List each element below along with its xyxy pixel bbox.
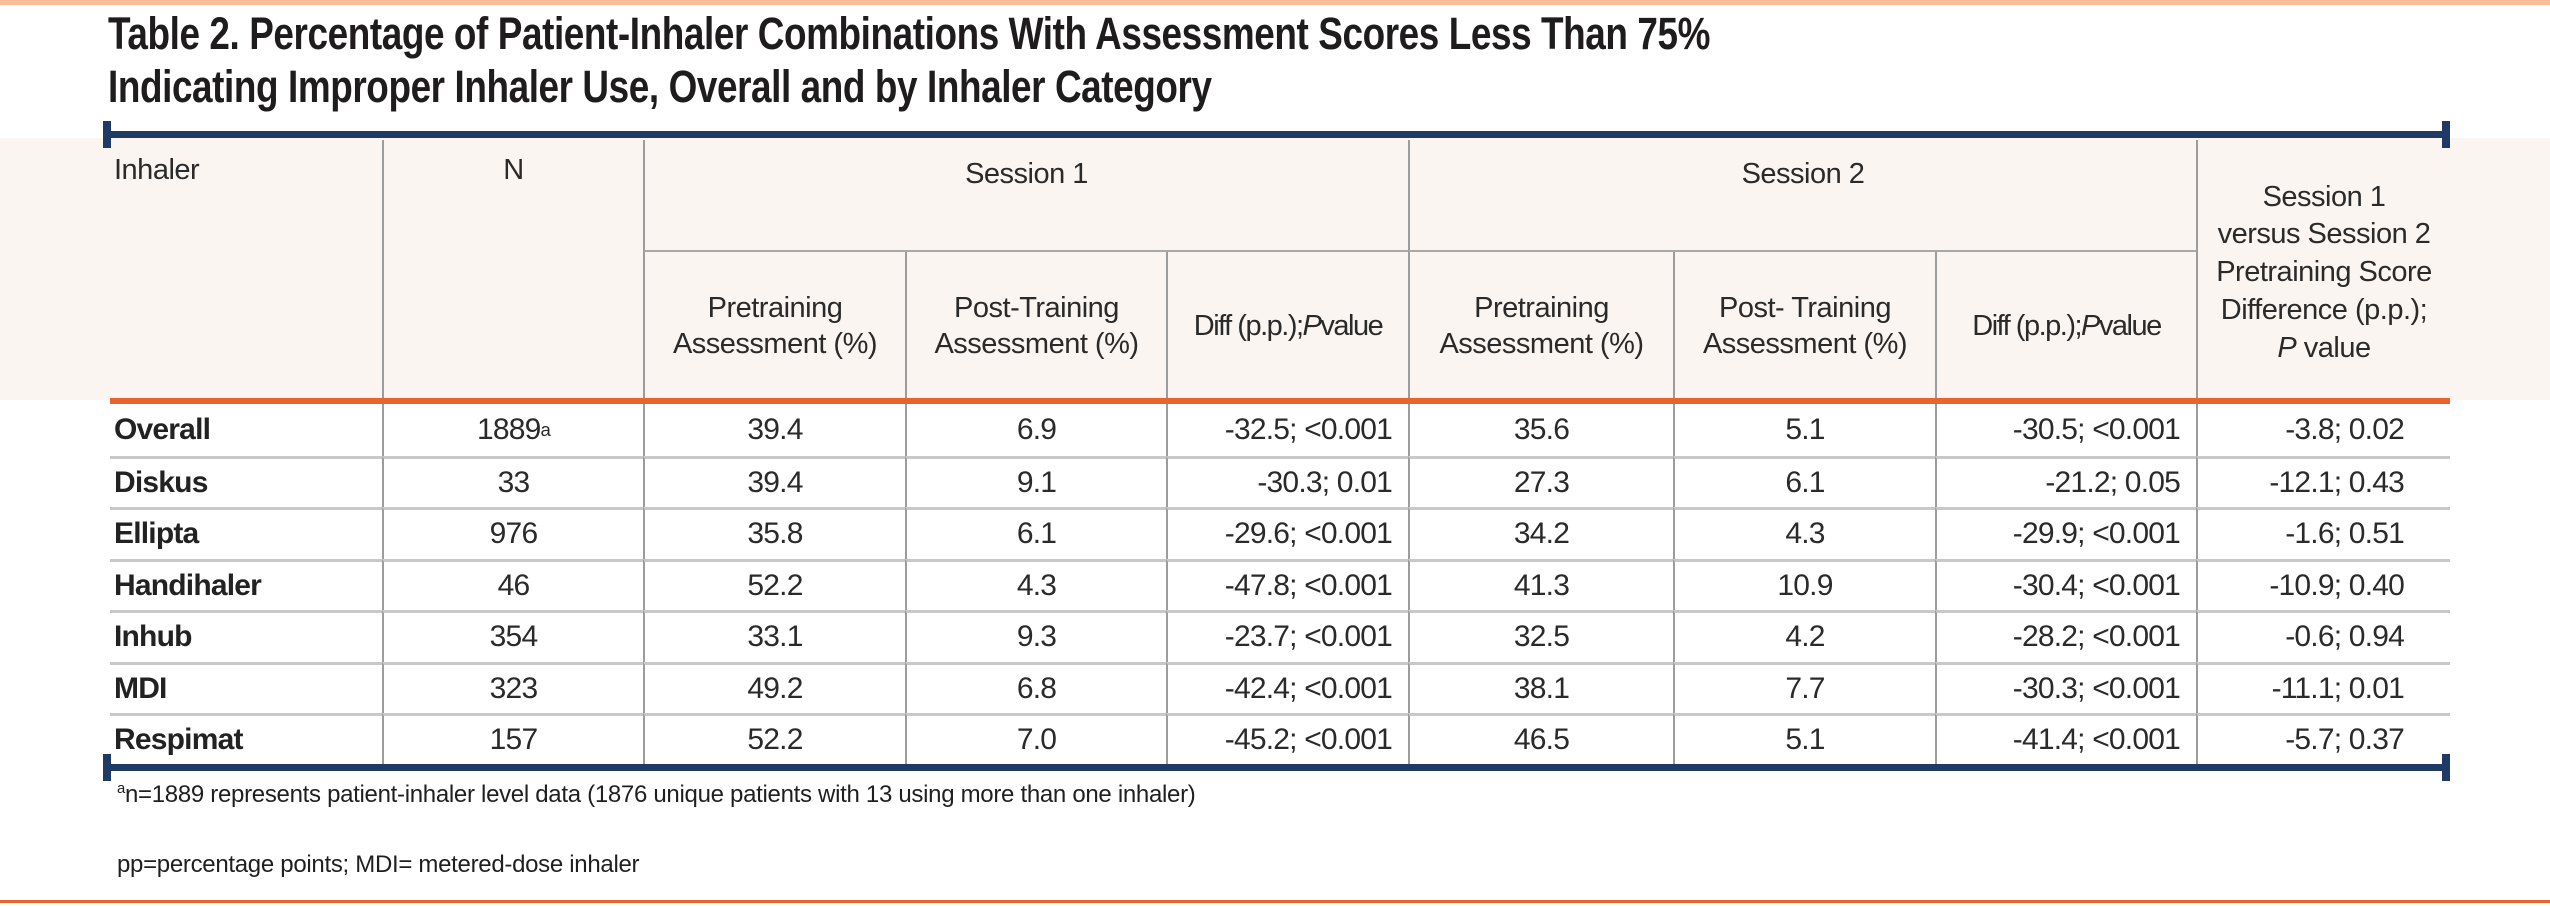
cell-s2-diff: -30.3; <0.001 [1935, 661, 2196, 713]
cell-n: 157 [382, 713, 643, 765]
cell-s1-pre: 52.2 [643, 713, 905, 765]
cell-n: 46 [382, 558, 643, 610]
cell-s2-pre: 27.3 [1408, 455, 1673, 507]
cell-s1-diff: -29.6; <0.001 [1166, 507, 1408, 559]
cell-s2-post: 7.7 [1673, 661, 1935, 713]
cell-s1-pre: 35.8 [643, 507, 905, 559]
col-header-s2-pretraining: Pretraining Assessment (%) [1408, 252, 1673, 400]
cell-s2-pre: 38.1 [1408, 661, 1673, 713]
cell-s1-post: 4.3 [905, 558, 1166, 610]
col-header-s2-diff: Diff (p.p.); P value [1935, 252, 2196, 400]
cell-s1-pre: 39.4 [643, 404, 905, 456]
row-label: Handihaler [110, 558, 382, 611]
row-label: Overall [114, 412, 211, 446]
cell-s1-vs-s2: -1.6; 0.51 [2196, 507, 2450, 559]
bottom-accent-rule [0, 900, 2550, 903]
cell-s2-post: 4.3 [1673, 507, 1935, 559]
col-header-n: N [382, 140, 643, 400]
row-label: Diskus [110, 455, 382, 508]
col-header-session1-vs-session2-lines: Session 1 versus Session 2 Pretraining S… [2216, 180, 2432, 326]
cell-s1-diff: -23.7; <0.001 [1166, 610, 1408, 662]
cell-s2-pre: 46.5 [1408, 713, 1673, 765]
cell-s2-diff: -30.4; <0.001 [1935, 558, 2196, 610]
table-title: Table 2. Percentage of Patient-Inhaler C… [108, 8, 1994, 113]
cell-s2-post: 5.1 [1673, 404, 1935, 456]
row-label: Respimat [110, 713, 382, 765]
top-accent-bar [0, 0, 2550, 5]
cell-s1-pre: 33.1 [643, 610, 905, 662]
group-header-session1: Session 1 [643, 140, 1408, 252]
cell-s2-diff: -21.2; 0.05 [1935, 455, 2196, 507]
cell-s1-post: 6.8 [905, 661, 1166, 713]
cell-s1-diff: -30.3; 0.01 [1166, 455, 1408, 507]
cell-s1-vs-s2: -3.8; 0.02 [2196, 404, 2450, 456]
table-header: Inhaler N Session 1 Session 2 Session 1 … [110, 140, 2450, 400]
footnote-marker: a [117, 781, 125, 797]
title-line-1: Table 2. Percentage of Patient-Inhaler C… [108, 8, 1710, 59]
col-header-s1-posttraining: Post-Training Assessment (%) [905, 252, 1166, 400]
cell-s1-vs-s2: -11.1; 0.01 [2196, 661, 2450, 713]
cell-s2-post: 10.9 [1673, 558, 1935, 610]
header-separator-rule [110, 398, 2450, 404]
col-header-s1-pretraining: Pretraining Assessment (%) [643, 252, 905, 400]
cell-s2-pre: 35.6 [1408, 404, 1673, 456]
table-body: Overall 1889 a 39.4 6.9 -32.5; <0.001 35.… [110, 404, 2450, 765]
col-header-session1-vs-session2-pvalue: P value [2277, 331, 2371, 364]
cell-n: 354 [382, 610, 643, 662]
cell-s1-vs-s2: -12.1; 0.43 [2196, 455, 2450, 507]
cell-s1-vs-s2: -5.7; 0.37 [2196, 713, 2450, 765]
row-label: MDI [110, 661, 382, 714]
cell-s1-diff: -47.8; <0.001 [1166, 558, 1408, 610]
header-background-band [0, 138, 2550, 400]
cell-s2-diff: -30.5; <0.001 [1935, 404, 2196, 456]
col-header-session1-vs-session2: Session 1 versus Session 2 Pretraining S… [2196, 140, 2450, 400]
cell-s1-vs-s2: -10.9; 0.40 [2196, 558, 2450, 610]
cell-s2-post: 4.2 [1673, 610, 1935, 662]
cell-s2-post: 6.1 [1673, 455, 1935, 507]
title-line-2: Indicating Improper Inhaler Use, Overall… [108, 60, 1212, 112]
cell-s1-diff: -32.5; <0.001 [1166, 404, 1408, 456]
cell-s2-pre: 32.5 [1408, 610, 1673, 662]
col-header-inhaler: Inhaler [114, 154, 200, 186]
row-label: Inhub [110, 610, 382, 662]
cell-s2-pre: 34.2 [1408, 507, 1673, 559]
cell-s1-post: 6.9 [905, 404, 1166, 456]
cell-s1-post: 9.1 [905, 455, 1166, 507]
cell-n: 1889 a [382, 404, 643, 456]
cell-s1-post: 7.0 [905, 713, 1166, 765]
table-bottom-rule [103, 754, 2450, 781]
cell-s1-post: 6.1 [905, 507, 1166, 559]
cell-s2-post: 5.1 [1673, 713, 1935, 765]
col-header-s1-diff: Diff (p.p.); P value [1166, 252, 1408, 400]
cell-s2-diff: -29.9; <0.001 [1935, 507, 2196, 559]
cell-s2-diff: -41.4; <0.001 [1935, 713, 2196, 765]
cell-s1-pre: 49.2 [643, 661, 905, 713]
col-header-s2-posttraining: Post- Training Assessment (%) [1673, 252, 1935, 400]
table-top-rule [103, 121, 2450, 148]
cell-s1-pre: 39.4 [643, 455, 905, 507]
cell-s1-diff: -42.4; <0.001 [1166, 661, 1408, 713]
cell-s1-post: 9.3 [905, 610, 1166, 662]
cell-s1-pre: 52.2 [643, 558, 905, 610]
cell-s2-pre: 41.3 [1408, 558, 1673, 610]
cell-n: 33 [382, 455, 643, 507]
footnote-sample-size: an=1889 represents patient-inhaler level… [117, 781, 1196, 808]
row-label: Ellipta [110, 507, 382, 559]
cell-n: 323 [382, 661, 643, 713]
cell-s1-diff: -45.2; <0.001 [1166, 713, 1408, 765]
cell-n: 976 [382, 507, 643, 559]
group-header-session2: Session 2 [1408, 140, 2196, 252]
cell-s1-vs-s2: -0.6; 0.94 [2196, 610, 2450, 662]
cell-s2-diff: -28.2; <0.001 [1935, 610, 2196, 662]
footnote-abbreviations: pp=percentage points; MDI= metered-dose … [117, 851, 640, 878]
